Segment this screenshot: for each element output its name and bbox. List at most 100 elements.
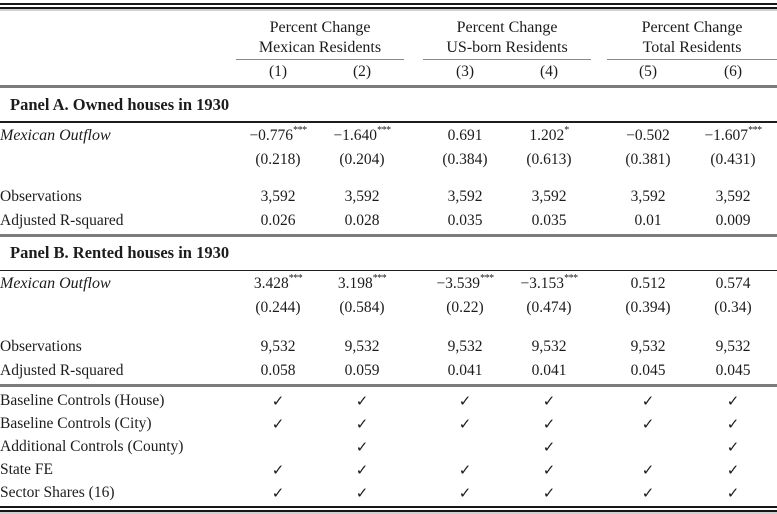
se-cell: (0.384) <box>442 150 488 168</box>
column-gap <box>591 358 607 384</box>
r2-cell: 0.041 <box>447 362 483 379</box>
column-gap <box>591 208 607 234</box>
r2-cell: 0.028 <box>344 211 380 229</box>
obs-cell: 9,532 <box>630 338 666 355</box>
coef-cell: −1.607*** <box>689 123 777 149</box>
coef-cell: 0.691 <box>423 123 507 149</box>
column-number: (4) <box>539 63 559 81</box>
significance-stars: *** <box>377 124 391 136</box>
section-rule <box>0 85 777 88</box>
panel-b-table: Mexican Outflow 3.428*** 3.198*** −3.539… <box>0 271 777 384</box>
check-cell: ✓ <box>355 414 369 433</box>
check-cell <box>607 435 689 458</box>
coef-value: 3.428 <box>253 275 289 293</box>
column-number: (6) <box>724 63 743 81</box>
column-gap <box>591 435 607 458</box>
row-label: Observations <box>0 187 82 205</box>
section-rule <box>0 233 777 237</box>
column-gap <box>591 458 607 481</box>
variable-label: Mexican Outflow <box>0 126 111 144</box>
check-cell: ✓ <box>542 414 556 433</box>
column-gap <box>591 9 607 59</box>
control-row-label: State FE <box>0 460 53 478</box>
check-cell: ✓ <box>641 391 655 410</box>
r2-cell: 0.035 <box>447 211 483 229</box>
group-header-line1: Percent Change <box>269 18 371 36</box>
check-cell: ✓ <box>271 460 285 479</box>
r2-cell: 0.059 <box>344 362 380 379</box>
empty-cell <box>0 149 236 171</box>
column-gap <box>404 358 423 384</box>
coef-cell: 3.428*** <box>236 271 320 297</box>
r2-cell: 0.045 <box>715 362 751 379</box>
column-gap <box>404 208 423 234</box>
column-gap <box>404 412 423 435</box>
se-cell: (0.204) <box>339 150 385 168</box>
control-row-label: Baseline Controls (House) <box>0 391 165 409</box>
column-gap <box>591 412 607 435</box>
coef-value: −3.153 <box>520 275 565 293</box>
r2-cell: 0.045 <box>630 362 666 379</box>
check-cell: ✓ <box>641 414 655 433</box>
bottom-double-rule <box>0 506 777 512</box>
coef-cell: 0.574 <box>689 271 777 297</box>
r2-cell: 0.035 <box>531 211 567 229</box>
significance-stars: *** <box>564 273 578 285</box>
panel-b-title: Panel B. Rented houses in 1930 <box>10 243 230 262</box>
control-row-label: Additional Controls (County) <box>0 437 184 455</box>
column-number: (5) <box>638 63 658 81</box>
coef-cell: 3.198*** <box>320 271 404 297</box>
group-header-line2: US-born Residents <box>446 39 568 57</box>
panel-title-rule <box>0 269 777 271</box>
r2-cell: 0.01 <box>634 211 662 229</box>
group-header-usborn: Percent Change US-born Residents <box>423 9 592 60</box>
column-number: (1) <box>268 63 288 81</box>
variable-label: Mexican Outflow <box>0 275 111 292</box>
coef-cell: −3.539*** <box>423 271 507 297</box>
group-header-mexican: Percent Change Mexican Residents <box>236 9 405 60</box>
obs-cell: 3,592 <box>260 187 296 205</box>
r2-cell: 0.041 <box>531 362 567 379</box>
column-gap <box>591 271 607 297</box>
group-header-line1: Percent Change <box>456 18 558 36</box>
column-gap <box>404 59 423 85</box>
controls-table: Baseline Controls (House) ✓ ✓ ✓ ✓ ✓ ✓ Ba… <box>0 389 777 504</box>
se-cell: (0.381) <box>625 150 671 168</box>
check-cell: ✓ <box>726 414 740 433</box>
coef-value: −1.607 <box>704 127 749 145</box>
group-header-line2: Mexican Residents <box>258 39 382 57</box>
column-gap <box>591 336 607 358</box>
check-cell: ✓ <box>355 483 369 502</box>
obs-cell: 9,532 <box>531 338 567 355</box>
row-gap <box>0 319 777 336</box>
obs-cell: 9,532 <box>344 338 380 355</box>
check-cell: ✓ <box>458 391 472 410</box>
significance-stars: *** <box>288 273 303 285</box>
row-label: Adjusted R-squared <box>0 211 124 229</box>
column-gap <box>591 297 607 319</box>
check-cell: ✓ <box>641 460 655 479</box>
check-cell: ✓ <box>355 391 369 410</box>
top-double-rule <box>0 3 777 9</box>
check-cell: ✓ <box>542 437 556 456</box>
significance-stars: *** <box>372 273 387 285</box>
panel-a-table: Mexican Outflow −0.776*** −1.640*** 0.69… <box>0 123 777 234</box>
column-gap <box>404 149 423 171</box>
row-label: Observations <box>0 338 82 355</box>
column-number: (2) <box>352 63 372 81</box>
column-gap <box>404 389 423 412</box>
obs-cell: 9,532 <box>260 338 296 355</box>
control-row-label: Sector Shares (16) <box>0 483 115 501</box>
se-cell: (0.394) <box>625 299 671 316</box>
column-gap <box>404 271 423 297</box>
check-cell <box>236 435 320 458</box>
control-row-label: Baseline Controls (City) <box>0 414 152 432</box>
group-header-total: Percent Change Total Residents <box>607 9 777 60</box>
panel-a-title: Panel A. Owned houses in 1930 <box>10 94 230 114</box>
check-cell: ✓ <box>355 460 369 479</box>
column-gap <box>404 9 423 59</box>
column-gap <box>591 59 607 85</box>
check-cell: ✓ <box>641 483 655 502</box>
section-rule <box>0 384 777 387</box>
